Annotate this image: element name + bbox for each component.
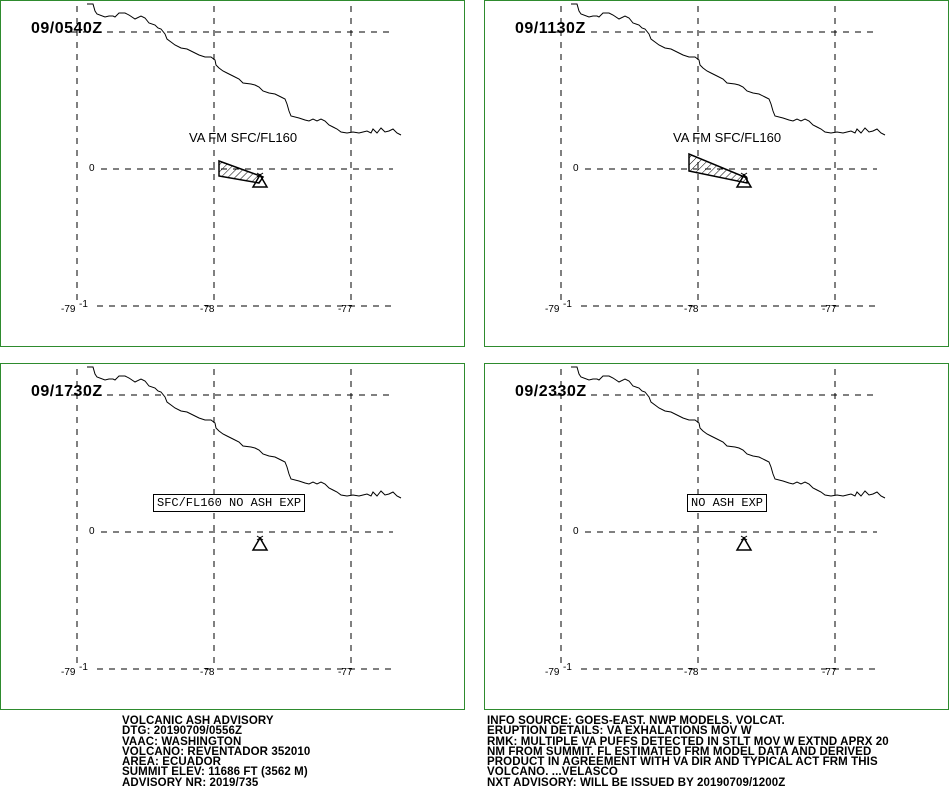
lat-label-minus1: -1: [79, 299, 88, 310]
lat-label-0: 0: [573, 526, 579, 537]
lat-label-minus1: -1: [563, 662, 572, 673]
map-panel-4: 09/2330Z NO ASH EXP 0 -79 -1 -78 -77: [484, 363, 949, 710]
ash-level-label: VA FM SFC/FL160: [189, 130, 298, 145]
lon-label-77: -77: [822, 667, 837, 678]
info-text: INFO SOURCE: GOES-EAST. NWP MODELS. VOLC…: [487, 715, 889, 789]
lat-label-minus1: -1: [79, 662, 88, 673]
advisory-line: SUMMIT ELEV: 11686 FT (3562 M): [122, 766, 308, 779]
valid-time-label: 09/0540Z: [31, 20, 103, 37]
info-line: RMK: MULTIPLE VA PUFFS DETECTED IN STLT …: [487, 735, 889, 748]
info-line: VOLCANO. ...VELASCO: [487, 766, 618, 779]
advisory-line: ADVISORY NR: 2019/735: [122, 776, 259, 789]
lon-label-77: -77: [338, 304, 353, 315]
ash-forecast-box-label: NO ASH EXP: [687, 494, 768, 512]
volcano-icon: [735, 535, 753, 551]
lon-label-78: -78: [684, 667, 699, 678]
ash-level-label: VA FM SFC/FL160: [673, 130, 782, 145]
coastline: [571, 366, 886, 499]
lon-label-79: -79: [61, 667, 76, 678]
volcano-icon: [251, 535, 269, 551]
advisory-line: VAAC: WASHINGTON: [122, 735, 242, 748]
volcano-icon: [735, 172, 753, 188]
map-canvas: [555, 366, 886, 670]
lon-label-78: -78: [200, 667, 215, 678]
ash-area-polygon: [688, 152, 748, 184]
advisory-line: VOLCANO: REVENTADOR 352010: [122, 745, 311, 758]
advisory-text: VOLCANIC ASH ADVISORY DTG: 20190709/0556Z…: [122, 715, 311, 789]
lon-label-78: -78: [200, 304, 215, 315]
info-line: NM FROM SUMMIT. FL ESTIMATED FRM MODEL D…: [487, 745, 872, 758]
info-line: INFO SOURCE: GOES-EAST. NWP MODELS. VOLC…: [487, 715, 785, 727]
advisory-line: DTG: 20190709/0556Z: [122, 725, 243, 738]
lon-label-79: -79: [545, 304, 560, 315]
advisory-line: VOLCANIC ASH ADVISORY: [122, 715, 274, 727]
info-line: NXT ADVISORY: WILL BE ISSUED BY 20190709…: [487, 776, 786, 789]
lon-label-79: -79: [545, 667, 560, 678]
advisory-line: AREA: ECUADOR: [122, 756, 222, 769]
map-canvas: [71, 3, 402, 307]
lon-label-79: -79: [61, 304, 76, 315]
info-line: PRODUCT IN AGREEMENT WITH VA DIR AND TYP…: [487, 756, 878, 769]
lon-label-77: -77: [822, 304, 837, 315]
coastline: [87, 3, 402, 136]
lat-label-0: 0: [89, 526, 95, 537]
lat-label-minus1: -1: [563, 299, 572, 310]
map-panel-3: 09/1730Z SFC/FL160 NO ASH EXP 0 -79 -1 -78 -77: [0, 363, 465, 710]
lat-label-0: 0: [89, 163, 95, 174]
lon-label-78: -78: [684, 304, 699, 315]
coastline: [87, 366, 402, 499]
map-panel-1: 09/0540Z VA FM SFC/FL160 0 -79 -1 -78 -77: [0, 0, 465, 347]
valid-time-label: 09/1130Z: [515, 20, 586, 37]
info-line: ERUPTION DETAILS: VA EXHALATIONS MOV W: [487, 725, 752, 738]
map-canvas: [71, 366, 402, 670]
ash-area-polygon: [218, 159, 265, 184]
volcano-icon: [251, 172, 269, 188]
map-canvas: [555, 3, 886, 307]
lon-label-77: -77: [338, 667, 353, 678]
ash-forecast-box-label: SFC/FL160 NO ASH EXP: [153, 494, 306, 512]
valid-time-label: 09/1730Z: [31, 383, 103, 400]
coastline: [571, 3, 886, 136]
valid-time-label: 09/2330Z: [515, 383, 587, 400]
map-panel-2: 09/1130Z VA FM SFC/FL160 0 -79 -1 -78 -77: [484, 0, 949, 347]
lat-label-0: 0: [573, 163, 579, 174]
